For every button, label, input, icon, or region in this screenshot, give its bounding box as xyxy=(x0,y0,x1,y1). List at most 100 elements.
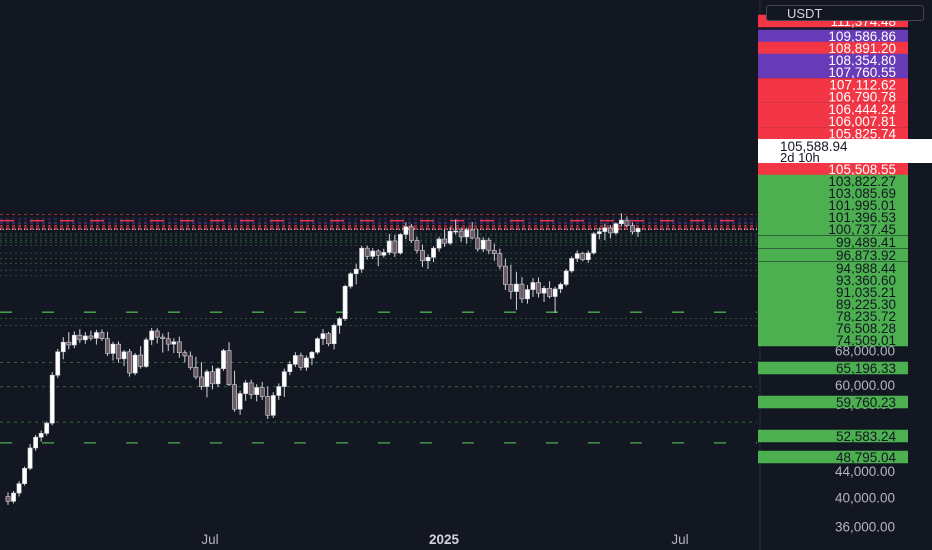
candle-body xyxy=(469,229,475,239)
candle-body xyxy=(475,237,481,250)
candle-body xyxy=(547,287,552,297)
candle-body xyxy=(337,318,342,326)
candle-body xyxy=(226,350,232,386)
candle-body xyxy=(619,219,624,225)
candle-body xyxy=(397,234,403,254)
current-price-countdown: 2d 10h xyxy=(780,150,820,165)
support-price-label: 103,822.27 xyxy=(828,174,896,189)
support-price-label-box xyxy=(758,297,908,311)
candle-body xyxy=(508,284,514,292)
candle-body xyxy=(458,230,464,238)
candle-body xyxy=(530,282,536,290)
resistance-price-label-box xyxy=(758,78,908,91)
candle-body xyxy=(607,227,613,234)
support-price-label-box xyxy=(758,285,908,299)
support-price-label: 99,489.41 xyxy=(836,235,896,250)
candle-body xyxy=(116,343,121,360)
support-price-label-box xyxy=(758,261,908,275)
candle-body xyxy=(55,351,61,376)
candle-body xyxy=(403,226,409,235)
support-price-label-box xyxy=(758,210,908,224)
candle-body xyxy=(248,382,254,395)
candle-body xyxy=(370,250,376,257)
support-price-label-box xyxy=(758,309,908,323)
resistance-price-label: 106,790.78 xyxy=(828,89,896,104)
time-tick-label: Jul xyxy=(201,532,218,547)
support-price-label: 91,035.21 xyxy=(836,285,896,300)
candle-body xyxy=(596,231,602,234)
candle-body xyxy=(94,332,99,339)
candle-body xyxy=(154,330,160,338)
support-price-label-box xyxy=(758,174,908,188)
candle-body xyxy=(77,334,83,341)
candle-body xyxy=(149,330,155,341)
support-price-label: 74,509.01 xyxy=(836,333,896,348)
candle-body xyxy=(359,247,365,270)
resistance-price-label: 108,891.20 xyxy=(828,41,896,56)
support-price-label-box xyxy=(758,395,908,409)
candle-body xyxy=(66,341,72,346)
currency-selector[interactable]: USDT xyxy=(766,5,924,21)
candle-body xyxy=(613,223,619,234)
candle-body xyxy=(353,268,359,275)
resistance-price-label-box xyxy=(758,90,908,103)
resistance-price-label-box xyxy=(758,53,908,67)
candle-body xyxy=(171,341,177,345)
candle-body xyxy=(160,336,166,339)
support-price-label-box xyxy=(758,321,908,335)
candle-body xyxy=(431,247,436,258)
resistance-price-label-box xyxy=(758,29,908,43)
candle-body xyxy=(453,230,459,233)
candle-body xyxy=(414,240,420,251)
candle-body xyxy=(27,447,33,469)
candle-body xyxy=(624,219,630,226)
support-price-label: 78,235.72 xyxy=(836,309,896,324)
candle-body xyxy=(519,283,525,300)
candle-body xyxy=(33,436,39,449)
time-tick-label: 2025 xyxy=(429,532,460,547)
candle-body xyxy=(574,253,580,259)
candle-body xyxy=(309,351,315,359)
candle-body xyxy=(580,253,586,260)
resistance-price-label-box xyxy=(758,102,908,116)
candle-body xyxy=(315,338,320,353)
support-price-label-box xyxy=(758,450,908,464)
support-price-label-box xyxy=(758,186,908,200)
candle-body xyxy=(60,341,66,353)
resistance-price-label-box xyxy=(758,162,908,176)
price-tick-label: 60,000.00 xyxy=(835,378,895,393)
candle-body xyxy=(420,250,425,262)
candle-body xyxy=(243,382,249,394)
resistance-price-label: 106,007.81 xyxy=(828,114,896,129)
candle-body xyxy=(563,270,569,285)
candle-body xyxy=(143,339,149,367)
support-price-label-box xyxy=(758,222,908,236)
resistance-price-label-box xyxy=(758,114,908,128)
candle-body xyxy=(585,252,591,260)
support-price-label: 96,873.92 xyxy=(836,248,896,263)
currency-label: USDT xyxy=(787,6,823,21)
candle-body xyxy=(287,364,293,372)
candle-body xyxy=(480,239,486,250)
candle-body xyxy=(232,384,237,410)
candle-body xyxy=(165,338,171,345)
price-tick-label: 68,000.00 xyxy=(835,344,895,359)
support-price-label: 93,360.60 xyxy=(836,273,896,288)
candle-body xyxy=(342,286,348,320)
candle-body xyxy=(5,496,11,502)
current-price-value: 105,588.94 xyxy=(780,139,848,154)
candle-body xyxy=(16,483,22,494)
support-price-label: 100,737.45 xyxy=(828,222,896,237)
current-price-box xyxy=(758,139,932,163)
candle-body xyxy=(442,238,447,244)
candle-body xyxy=(558,284,564,290)
candle-body xyxy=(497,253,503,267)
support-price-label: 101,396.53 xyxy=(828,210,896,225)
resistance-price-label: 105,508.55 xyxy=(828,162,896,177)
candle-body xyxy=(425,257,431,262)
support-price-label: 94,988.44 xyxy=(836,261,897,276)
candle-body xyxy=(552,288,558,297)
price-tick-label: 36,000.00 xyxy=(835,520,895,535)
